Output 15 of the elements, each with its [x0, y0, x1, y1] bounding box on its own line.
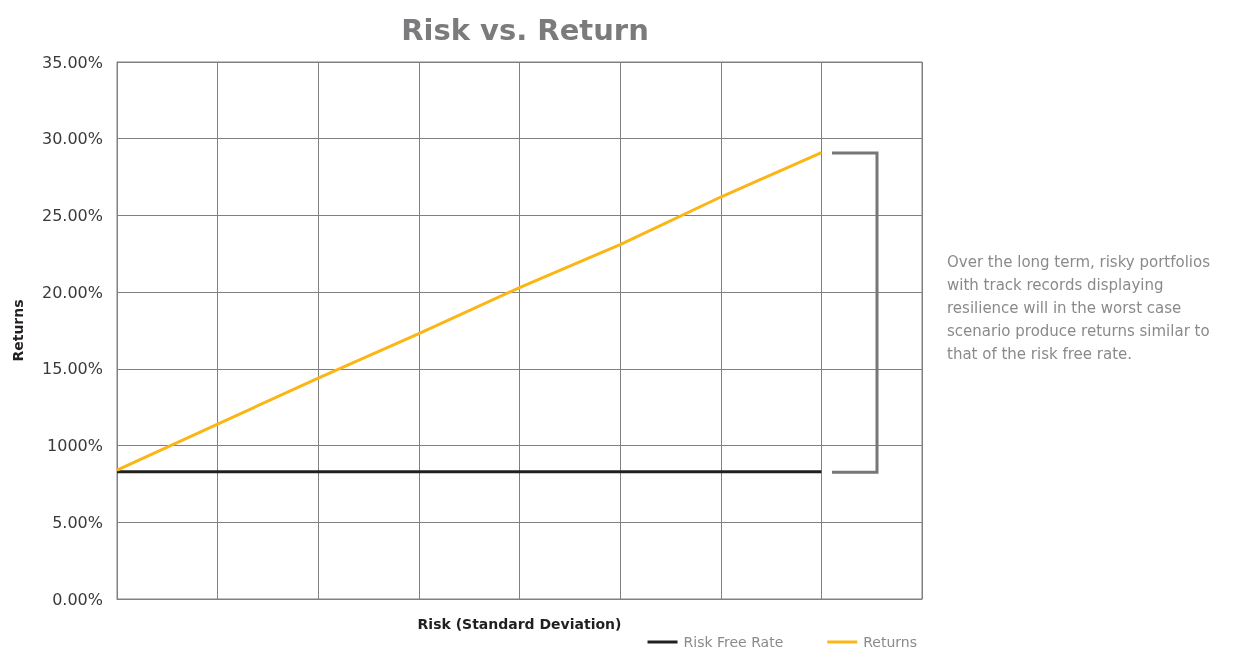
line-series	[115, 151, 823, 472]
y-tick-label: 0.00%	[52, 589, 103, 609]
y-tick-label: 25.00%	[41, 205, 103, 225]
y-tick-label: 30.00%	[41, 129, 103, 149]
legend-label: Returns	[863, 634, 918, 650]
y-tick-label: 1000%	[47, 436, 103, 456]
legend-label: Risk Free Rate	[683, 634, 784, 650]
y-axis-title: Returns	[10, 299, 26, 362]
x-axis-title: Risk (Standard Deviation)	[417, 616, 622, 632]
y-tick-label: 15.00%	[41, 359, 103, 379]
y-tick-label: 5.00%	[52, 512, 103, 532]
y-tick-label: 20.00%	[41, 282, 103, 302]
y-tick-label: 35.00%	[41, 52, 103, 72]
text: Over the long term, risky portfolios with track records displaying resilience will in the worst case scenario produce returns similar to that of the risk free rate.	[947, 252, 1215, 363]
chart-title: Risk vs. Return	[401, 12, 649, 47]
